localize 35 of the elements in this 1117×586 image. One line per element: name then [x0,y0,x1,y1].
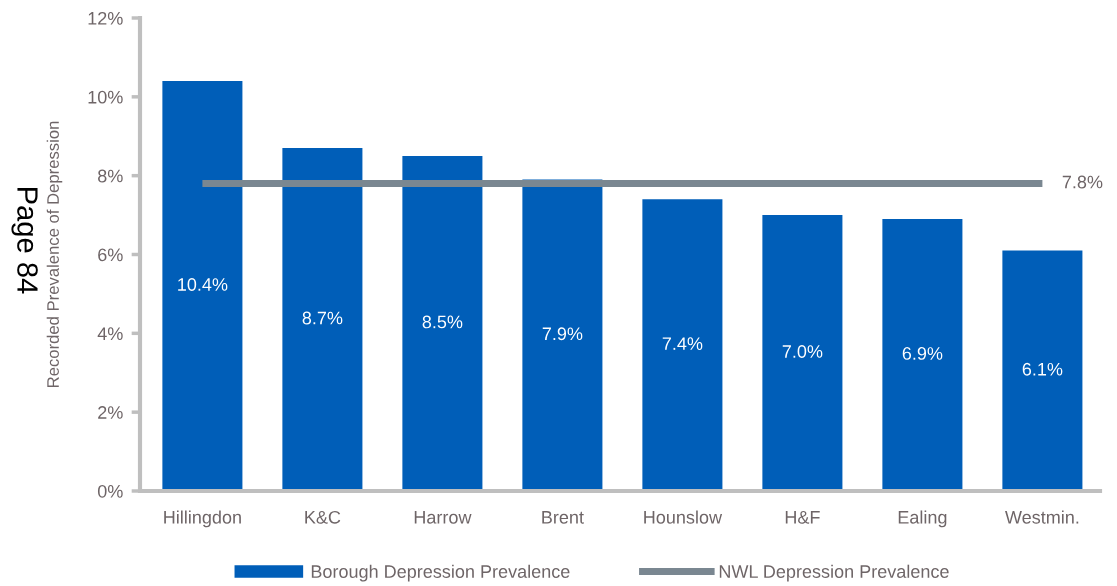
data-label: 8.5% [422,315,463,329]
y-tick-label: 12% [88,11,123,25]
y-tick-label: 2% [98,406,123,419]
x-tick-label: Hillingdon [164,510,241,528]
bar [762,215,843,491]
y-tick-label: 8% [98,169,123,183]
bar [402,155,483,491]
bar [882,219,963,491]
legend-label: Borough Depression Prevalence [311,564,570,582]
bar [642,199,723,491]
x-tick-label: H&F [785,511,820,524]
data-label: 7.0% [782,345,823,358]
y-tick-label: 0% [97,484,123,498]
data-label: 8.7% [302,311,343,325]
data-label: 6.1% [1022,362,1063,376]
text: Page 84 [11,188,38,294]
bar [1002,250,1083,491]
data-label: 7.4% [662,337,703,350]
x-tick-label: Harrow [414,511,472,524]
x-tick-label: Westmin. [1005,510,1079,524]
y-axis-title: Recorded Prevalence of Depression [46,121,63,387]
y-tick-label: 10% [88,90,123,104]
data-label: 6.9% [902,347,943,360]
y-tick-label: 6% [98,248,123,262]
data-label: 7.8% [1062,175,1103,189]
x-tick-label: Brent [542,511,584,524]
y-tick-label: 4% [97,327,123,340]
data-label: 10.4% [178,278,228,291]
data-label: 7.9% [542,327,583,341]
x-tick-label: Ealing [898,510,947,528]
bar [282,148,363,491]
x-tick-label: K&C [305,510,341,524]
x-tick-label: Hounslow [644,510,723,524]
bar [162,81,243,491]
legend-label: NWL Depression Prevalence [719,564,949,582]
